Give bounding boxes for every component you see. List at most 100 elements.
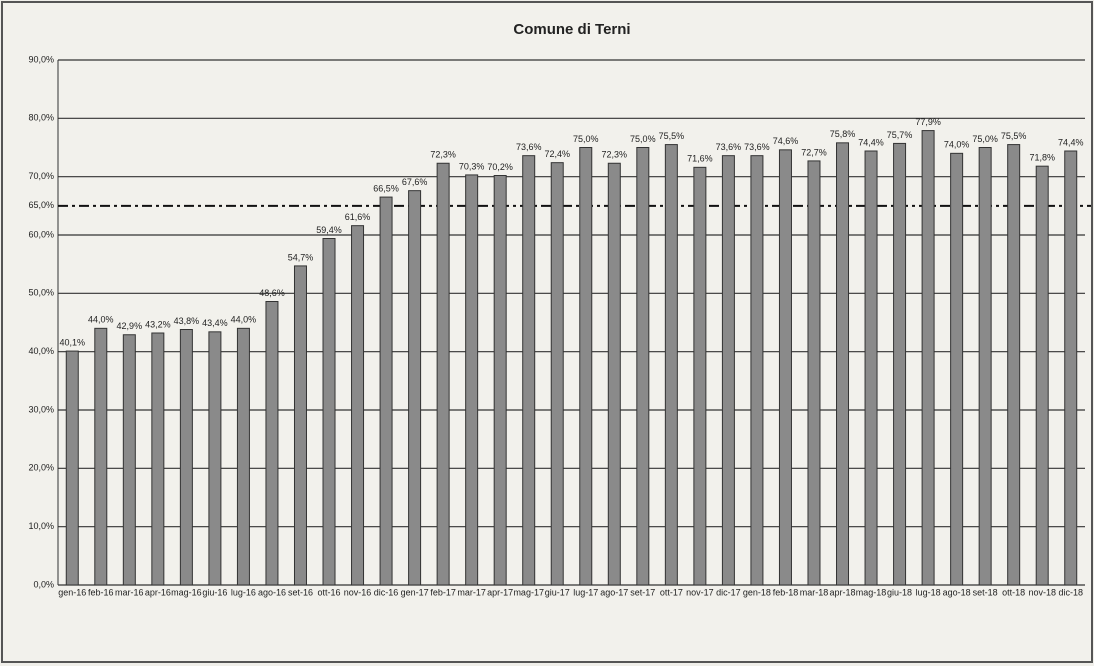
bar [950,152,964,586]
y-tick-label: 60,0% [28,229,54,239]
bar [236,327,250,586]
bar [265,301,279,586]
value-label: 44,0% [88,315,114,325]
y-tick-label: 50,0% [28,288,54,298]
value-label: 67,6% [402,177,428,187]
x-tick-label: ago-16 [258,587,286,597]
bar [836,142,850,586]
bar [978,147,992,586]
value-label: 75,0% [972,134,998,144]
value-label: 43,2% [145,319,171,329]
x-tick-label: mar-16 [115,587,144,597]
x-tick-label: ott-16 [318,587,341,597]
bar [493,175,507,586]
value-label: 75,0% [573,134,599,144]
x-tick-label: set-18 [973,587,998,597]
value-label: 74,6% [773,136,799,146]
x-tick-label: ott-18 [1002,587,1025,597]
value-label: 75,5% [1001,131,1027,141]
value-label: 73,6% [744,142,770,152]
value-label: 66,5% [373,183,399,193]
bar [750,155,764,586]
x-tick-label: giu-17 [545,587,570,597]
value-label: 72,3% [430,150,456,160]
y-tick-label: 40,0% [28,346,54,356]
x-tick-label: lug-18 [916,587,941,597]
y-tick-label: 30,0% [28,404,54,414]
x-tick-label: feb-18 [773,587,799,597]
bar [151,332,165,586]
bar [379,196,393,586]
bar [664,144,678,586]
bar [636,147,650,586]
value-label: 75,5% [659,131,685,141]
x-tick-label: feb-17 [430,587,456,597]
value-label: 72,7% [801,147,827,157]
value-label: 61,6% [345,212,371,222]
x-tick-label: lug-17 [573,587,598,597]
value-label: 42,9% [117,321,143,331]
bar [1064,150,1078,586]
bar [607,162,621,586]
x-tick-label: nov-16 [344,587,372,597]
value-label: 40,1% [59,337,85,347]
bar [179,329,193,586]
value-label: 75,0% [630,134,656,144]
y-tick-label: 70,0% [28,171,54,181]
value-label: 43,8% [174,316,200,326]
bar [1007,144,1021,586]
value-label: 71,6% [687,154,713,164]
bar [208,331,222,586]
value-label: 44,0% [231,315,257,325]
value-label: 72,4% [544,149,570,159]
bar [864,150,878,586]
x-tick-label: set-17 [630,587,655,597]
x-tick-label: ago-17 [600,587,628,597]
value-label: 48,6% [259,288,285,298]
y-tick-label: 80,0% [28,113,54,123]
y-tick-label: 0,0% [33,579,54,589]
x-tick-label: dic-16 [374,587,399,597]
x-tick-label: dic-17 [716,587,741,597]
bar [351,225,365,586]
bar [579,147,593,586]
x-tick-label: apr-16 [145,587,171,597]
value-label: 43,4% [202,318,228,328]
bar [408,190,422,586]
bar [293,265,307,586]
x-tick-label: set-16 [288,587,313,597]
value-label: 72,3% [602,150,628,160]
x-tick-label: mag-18 [856,587,887,597]
value-label: 54,7% [288,252,314,262]
bar [94,327,108,586]
bar [721,155,735,586]
value-label: 74,0% [944,140,970,150]
value-label: 75,8% [830,129,856,139]
value-label: 73,6% [516,142,542,152]
bar [1035,165,1049,586]
value-label: 77,9% [915,117,941,127]
x-tick-label: mar-17 [457,587,486,597]
bar [778,149,792,586]
x-tick-label: gen-16 [58,587,86,597]
bar [693,166,707,586]
value-label: 70,3% [459,161,485,171]
value-label: 59,4% [316,225,342,235]
y-tick-label: 90,0% [28,54,54,64]
bar [65,350,79,586]
bar [465,174,479,586]
value-label: 75,7% [887,130,913,140]
value-label: 73,6% [716,142,742,152]
value-label: 71,8% [1029,153,1055,163]
x-tick-label: gen-18 [743,587,771,597]
value-label: 74,4% [1058,137,1084,147]
x-tick-label: mag-16 [171,587,202,597]
y-tick-label: 20,0% [28,463,54,473]
bar [550,162,564,586]
bar [436,162,450,586]
reference-label: 65,0% [28,200,54,210]
x-tick-label: mar-18 [800,587,829,597]
x-tick-label: apr-17 [487,587,513,597]
x-tick-label: nov-17 [686,587,714,597]
